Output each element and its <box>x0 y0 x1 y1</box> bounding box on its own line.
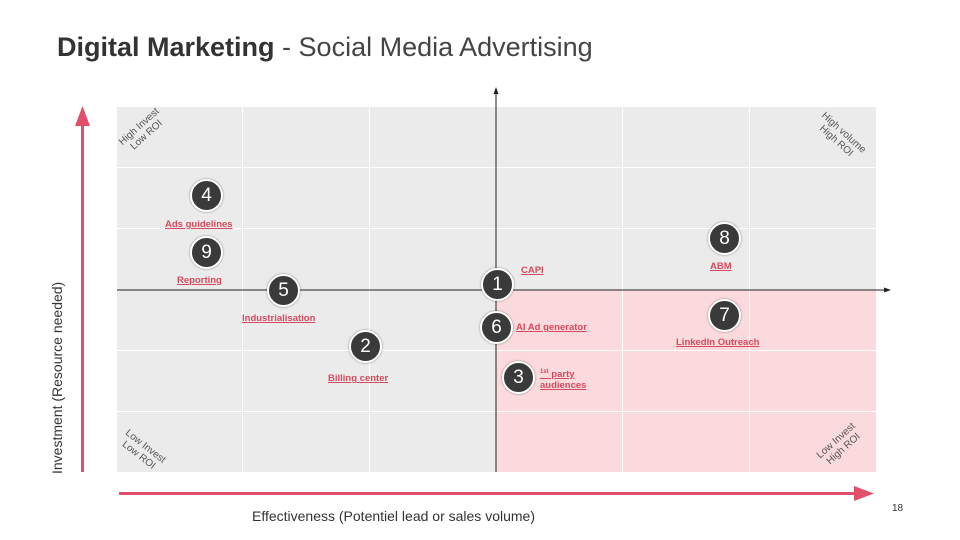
item-6-marker: 6 <box>480 311 513 344</box>
item-7-label[interactable]: LinkedIn Outreach <box>676 337 760 348</box>
high-roi-quadrant <box>496 290 876 472</box>
item-5-label[interactable]: Industrialisation <box>242 313 316 324</box>
item-3-label-line1: party <box>548 369 575 381</box>
item-9-label[interactable]: Reporting <box>177 275 222 286</box>
item-4-label[interactable]: Ads guidelines <box>165 219 233 230</box>
effectiveness-arrow-head <box>854 486 874 501</box>
item-8-marker: 8 <box>708 222 741 255</box>
item-1-label[interactable]: CAPI <box>521 265 544 276</box>
item-6-label[interactable]: AI Ad generator <box>516 322 587 333</box>
x-axis-label: Effectiveness (Potentiel lead or sales v… <box>252 508 535 524</box>
item-3-label[interactable]: 1st party audiences <box>540 367 586 391</box>
effectiveness-arrow-shaft <box>119 492 856 495</box>
horizontal-axis-arrowhead <box>884 287 891 293</box>
item-4-marker: 4 <box>190 179 223 212</box>
item-8-label[interactable]: ABM <box>710 261 732 272</box>
item-3-marker: 3 <box>502 361 535 394</box>
item-5-marker: 5 <box>267 274 300 307</box>
vertical-axis-arrowhead <box>493 87 499 94</box>
item-1-marker: 1 <box>481 268 514 301</box>
item-3-label-sup: 1st <box>540 369 549 375</box>
title-subtitle: - Social Media Advertising <box>282 32 593 62</box>
investment-arrow-head <box>75 106 90 126</box>
page-title: Digital Marketing - Social Media Adverti… <box>57 32 593 63</box>
item-9-marker: 9 <box>190 236 223 269</box>
item-3-label-line2: audiences <box>540 380 587 392</box>
item-7-marker: 7 <box>708 299 741 332</box>
item-2-label[interactable]: Billing center <box>328 373 389 384</box>
title-main: Digital Marketing <box>57 32 275 62</box>
item-2-marker: 2 <box>349 330 382 363</box>
investment-arrow-shaft <box>81 125 84 472</box>
y-axis-label: Investment (Resource needed) <box>49 281 65 474</box>
page-number: 18 <box>892 503 904 514</box>
